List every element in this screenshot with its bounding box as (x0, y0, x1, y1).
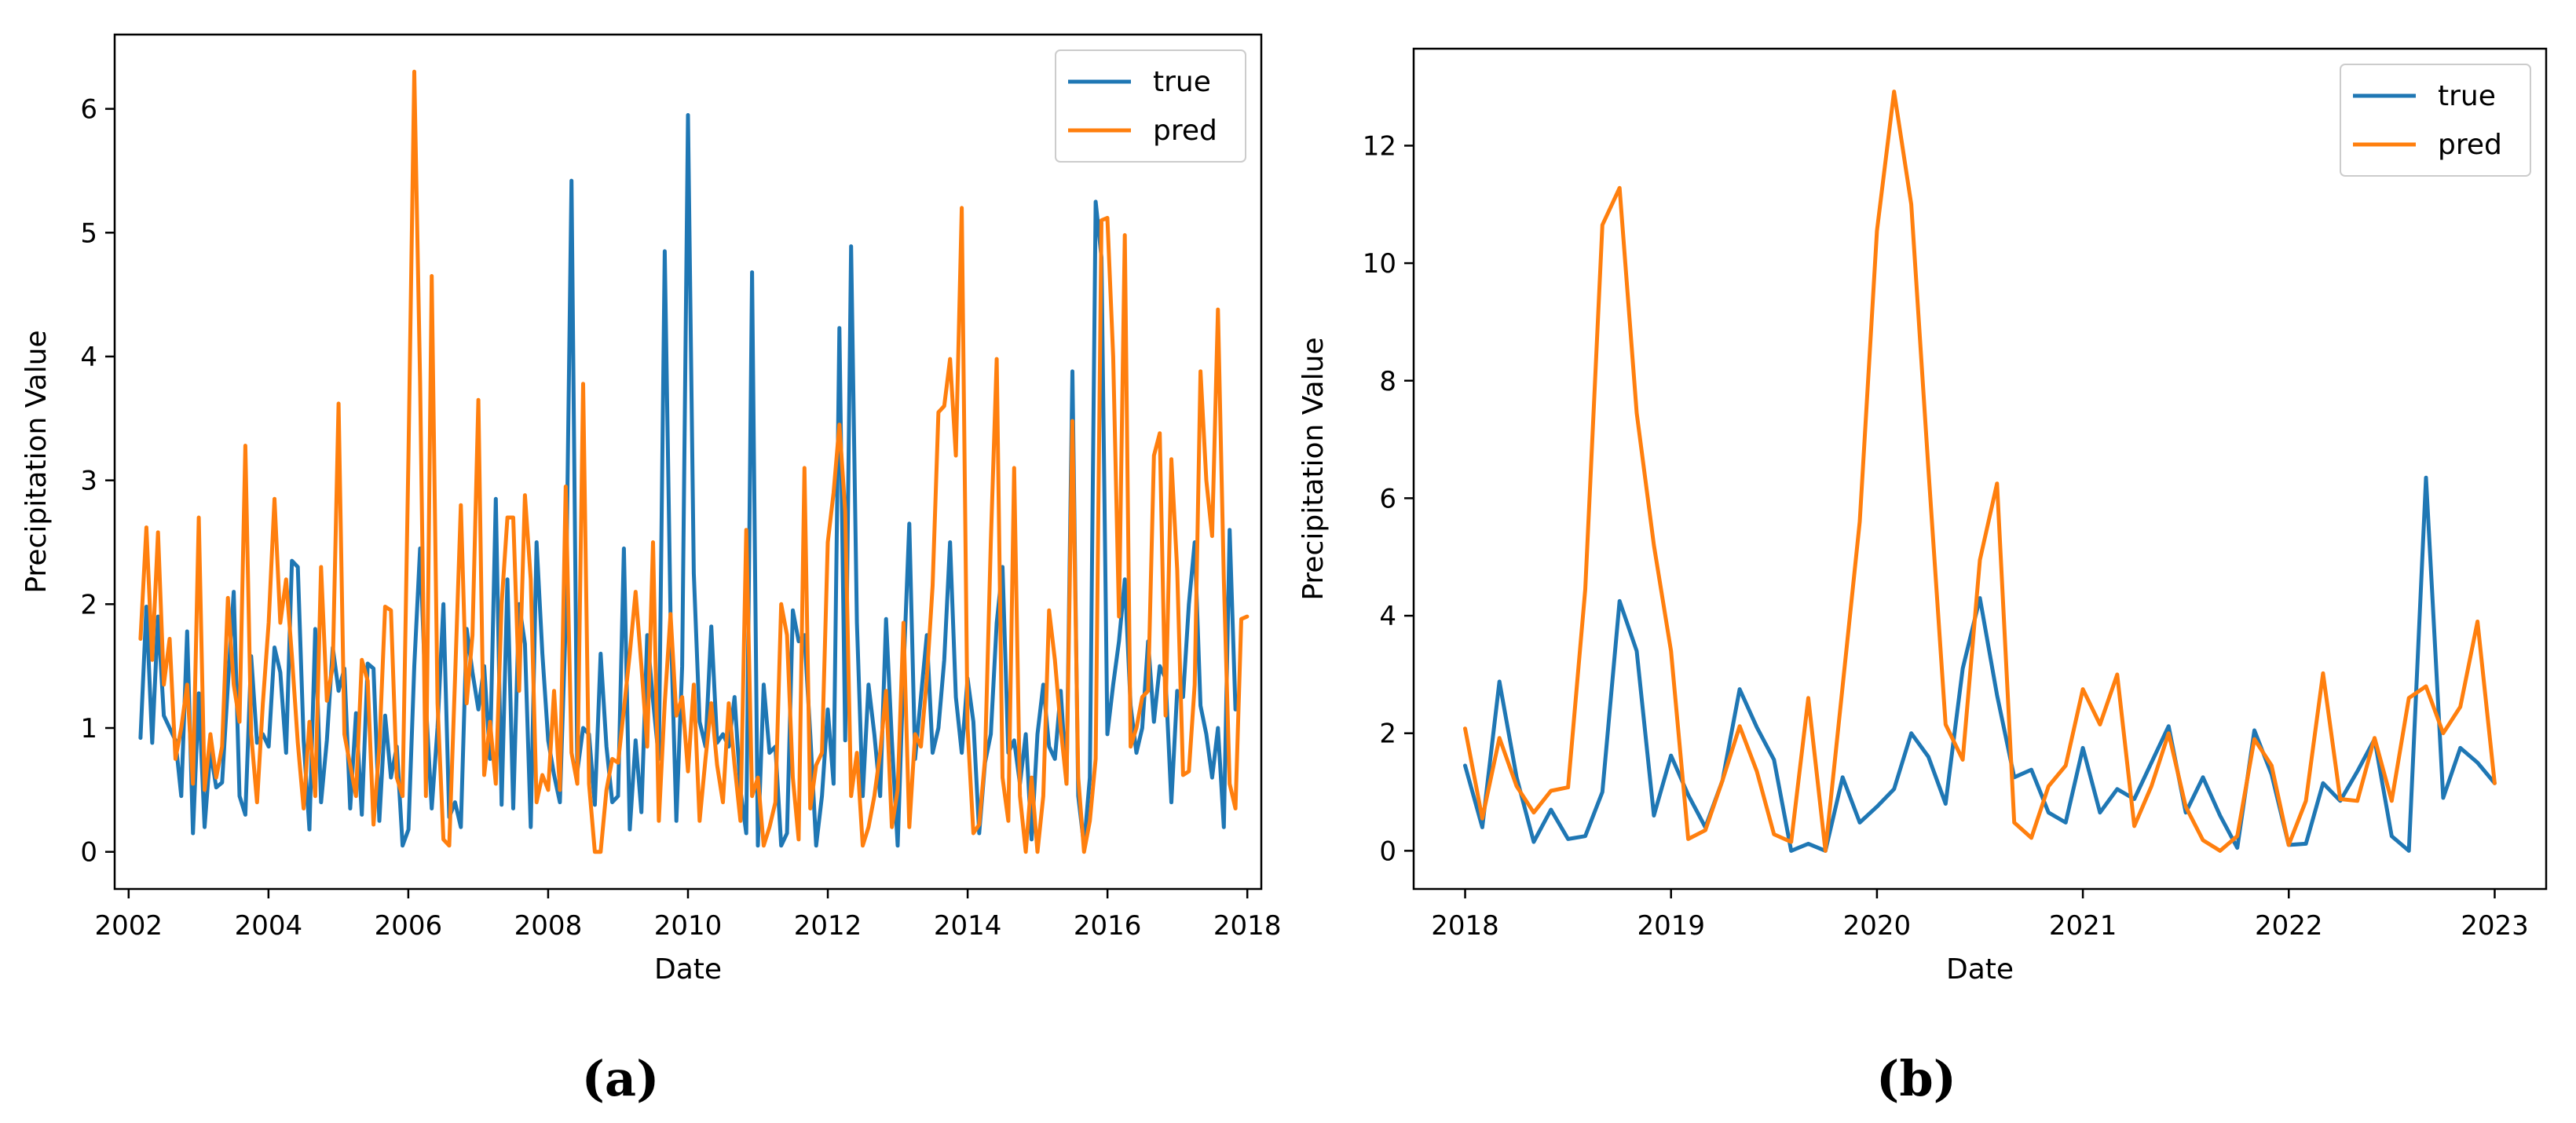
series-line-true (1463, 475, 2497, 853)
axes-frame (1412, 47, 2548, 891)
legend-label-true: true (1153, 66, 1211, 98)
x-tick-label: 2020 (1843, 910, 1912, 942)
legend-label-pred: pred (1153, 115, 1217, 147)
y-tick-label: 2 (1379, 719, 1396, 750)
y-tick-label: 0 (1379, 836, 1396, 867)
legend-box (1055, 49, 1246, 163)
y-tick-label: 1 (80, 713, 97, 744)
series-line-pred (1463, 90, 2497, 853)
y-axis-label: Precipitation Value (1297, 337, 1330, 600)
legend: true pred (1055, 49, 1246, 163)
y-tick-label: 3 (80, 466, 97, 497)
panel-a: 2002 2004 2006 2008 2010 2012 2014 2016 2018 0 1 2 3… (20, 33, 1282, 1107)
legend-label-true: true (2438, 80, 2496, 112)
panel-label: (a) (582, 1050, 660, 1107)
legend: true pred (2340, 64, 2531, 177)
x-tick-label: 2019 (1637, 910, 1705, 942)
panel-b: 2018 2019 2020 2021 2022 2023 0 2 4 6 8 10 12 Date Pre… (1297, 47, 2548, 1107)
x-tick-label: 2023 (2461, 910, 2529, 942)
x-axis-label: Date (654, 953, 722, 986)
x-tick-label: 2021 (2049, 910, 2117, 942)
y-tick-label: 6 (1379, 483, 1396, 514)
series-line-true (138, 113, 1238, 848)
panel-label: (b) (1876, 1050, 1956, 1107)
x-tick-label: 2004 (235, 910, 303, 942)
x-tick-label: 2022 (2255, 910, 2323, 942)
y-tick-label: 2 (80, 589, 97, 620)
legend-box (2340, 64, 2531, 177)
x-tick-label: 2006 (375, 910, 443, 942)
y-axis-label: Precipitation Value (20, 330, 53, 593)
y-tick-label: 10 (1363, 248, 1396, 280)
x-tick-label: 2016 (1074, 910, 1142, 942)
legend-label-pred: pred (2438, 129, 2502, 161)
y-tick-label: 4 (1379, 601, 1396, 632)
y-tick-label: 12 (1363, 130, 1396, 162)
y-tick-label: 8 (1379, 366, 1396, 397)
x-tick-label: 2002 (95, 910, 163, 942)
x-tick-label: 2010 (654, 910, 723, 942)
x-tick-label: 2014 (934, 910, 1002, 942)
x-tick-label: 2012 (794, 910, 862, 942)
y-tick-label: 6 (80, 94, 97, 126)
x-axis-label: Date (1946, 953, 2014, 986)
y-tick-label: 0 (80, 837, 97, 869)
y-tick-label: 5 (80, 218, 97, 249)
y-tick-label: 4 (80, 342, 97, 373)
x-tick-label: 2018 (1213, 910, 1282, 942)
x-tick-label: 2018 (1431, 910, 1499, 942)
x-tick-label: 2008 (514, 910, 583, 942)
series-line-pred (138, 69, 1250, 854)
